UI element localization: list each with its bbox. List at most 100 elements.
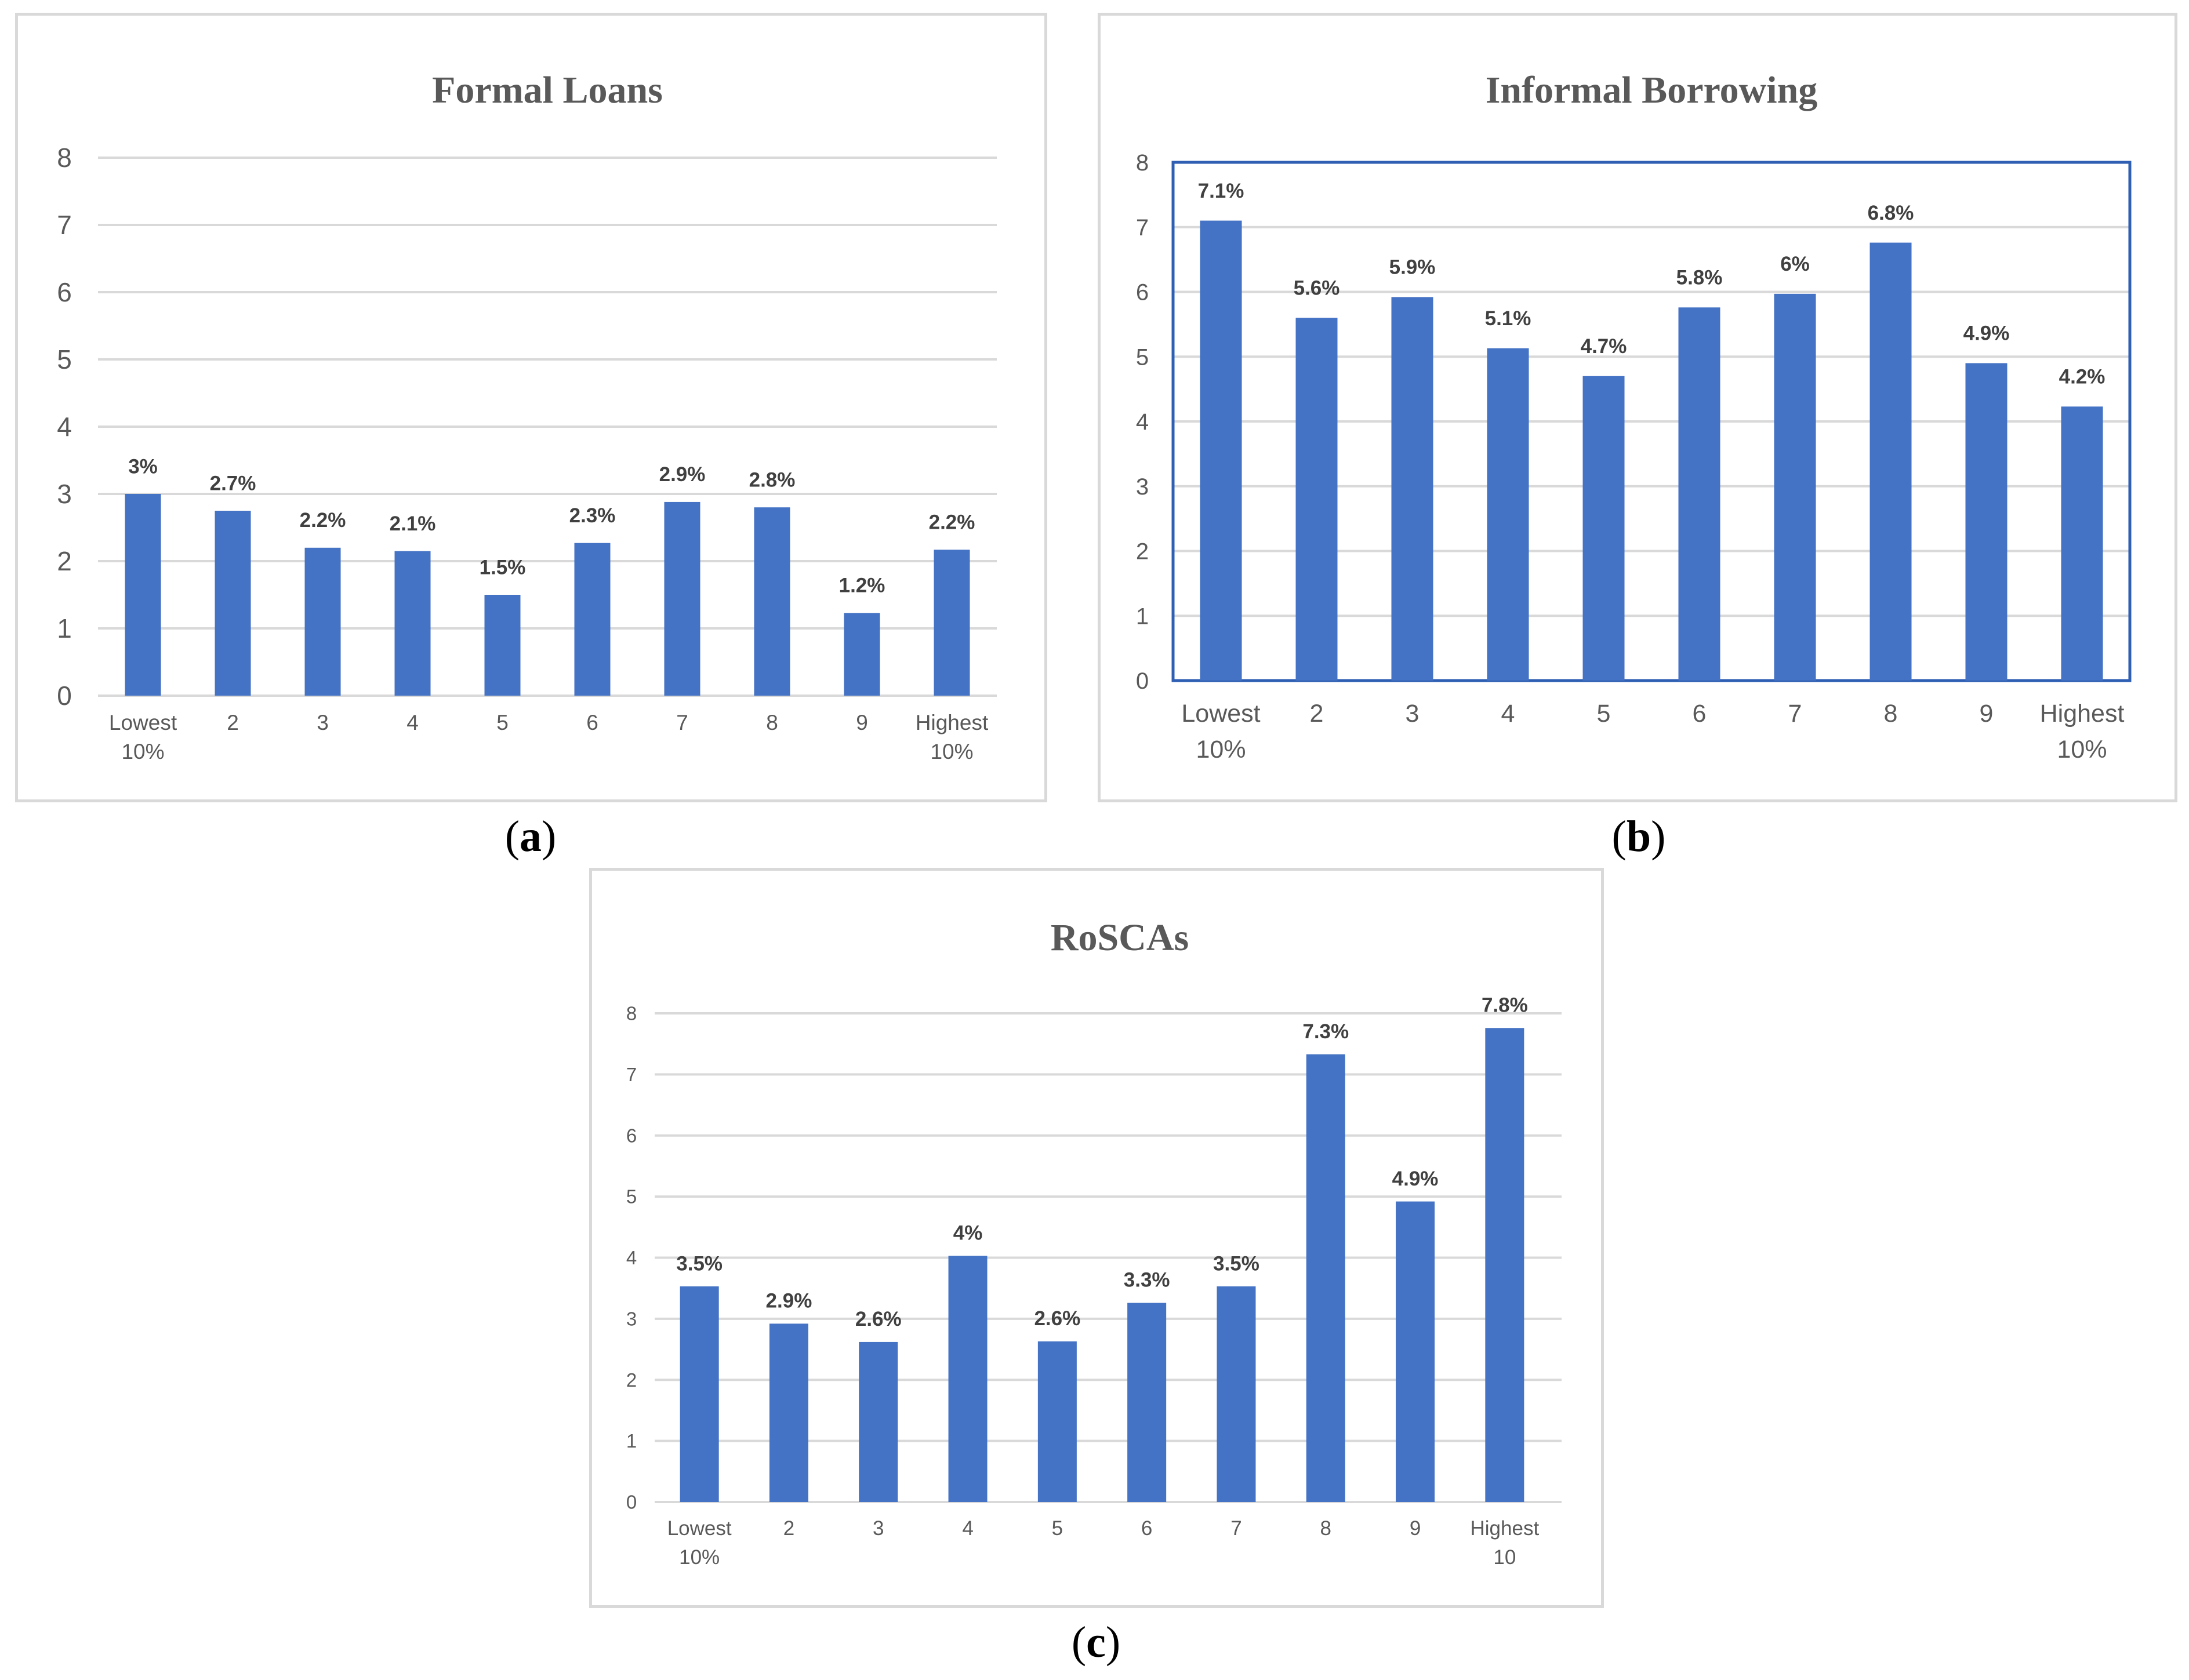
x-tick-label: 3 [317, 711, 329, 734]
data-label: 5.1% [1485, 307, 1531, 330]
data-label: 5.8% [1676, 267, 1723, 289]
data-label: 4% [953, 1222, 983, 1245]
y-tick-label: 6 [57, 277, 72, 307]
x-tick-label: 3 [1406, 700, 1420, 728]
data-label: 2.8% [749, 468, 796, 491]
y-tick-label: 8 [626, 1003, 637, 1024]
chart-title: RoSCAs [1051, 917, 1189, 959]
chart-title: Formal Loans [432, 69, 663, 111]
y-tick-label: 6 [626, 1125, 637, 1146]
x-tick-label: 10% [2057, 736, 2107, 763]
y-tick-label: 5 [626, 1186, 637, 1208]
bar [1869, 242, 1912, 681]
data-label: 3.5% [1213, 1252, 1259, 1275]
x-tick-label: 5 [1052, 1517, 1063, 1540]
x-tick-label: 7 [1230, 1517, 1241, 1540]
bar [1391, 297, 1433, 681]
y-tick-label: 1 [57, 613, 72, 643]
bar [1127, 1303, 1167, 1502]
data-label: 4.9% [1392, 1168, 1439, 1190]
y-tick-label: 3 [1136, 474, 1149, 500]
x-tick-label: Highest [1471, 1517, 1540, 1540]
bar [1487, 348, 1529, 681]
x-tick-label: 4 [962, 1517, 973, 1540]
bar [394, 551, 431, 696]
data-label: 3.3% [1124, 1269, 1170, 1292]
x-tick-label: 5 [496, 711, 509, 734]
caption-b: (b) [1611, 812, 1666, 861]
bar [754, 507, 790, 696]
y-tick-label: 3 [626, 1308, 637, 1329]
data-label: 1.2% [839, 574, 885, 597]
data-label: 6% [1780, 253, 1810, 275]
bar [1965, 363, 2008, 681]
x-tick-label: 10% [679, 1546, 720, 1569]
x-tick-label: 4 [1501, 700, 1515, 728]
bar [680, 1286, 719, 1502]
x-tick-label: 4 [406, 711, 419, 734]
caption-a-letter: a [520, 812, 542, 861]
bar [2061, 406, 2103, 681]
bar [1037, 1341, 1077, 1502]
y-tick-label: 7 [57, 210, 72, 240]
x-tick-label: Lowest [109, 711, 177, 734]
bar [1678, 307, 1720, 681]
x-tick-label: 6 [1693, 700, 1707, 728]
data-label: 5.9% [1389, 256, 1436, 279]
y-tick-label: 2 [626, 1369, 637, 1391]
caption-c-letter: c [1086, 1618, 1106, 1667]
x-tick-label: 7 [676, 711, 688, 734]
x-tick-label: 9 [1410, 1517, 1421, 1540]
x-tick-label: 8 [1320, 1517, 1331, 1540]
x-tick-label: 2 [783, 1517, 794, 1540]
bar [1396, 1201, 1435, 1502]
data-label: 2.6% [855, 1308, 902, 1330]
bar [484, 595, 521, 696]
x-tick-label: 3 [873, 1517, 884, 1540]
x-tick-label: 6 [1141, 1517, 1152, 1540]
bar [215, 511, 251, 696]
bar [1200, 220, 1242, 681]
bar [844, 613, 880, 696]
x-tick-label: Highest [916, 711, 989, 734]
bar [1582, 376, 1625, 681]
y-tick-label: 6 [1136, 280, 1149, 306]
x-tick-label: Lowest [1181, 700, 1260, 728]
bar [304, 547, 341, 696]
caption-a: (a) [504, 812, 557, 861]
bar [1306, 1054, 1345, 1502]
chart-title: Informal Borrowing [1486, 69, 1818, 111]
panel-formal-loans: Formal Loans 0 1 2 3 4 5 6 7 8 3% Lowest 10% 2.7% 2 2.2… [15, 13, 1047, 802]
x-tick-label: 8 [1884, 700, 1898, 728]
y-tick-label: 4 [626, 1247, 637, 1268]
bar [769, 1323, 808, 1502]
chart-roscas: RoSCAs 0 1 2 3 4 5 6 7 8 3.5% Lowest 10% 2.9% 2 2.6% 3 4%… [626, 917, 1562, 1569]
y-tick-label: 2 [57, 546, 72, 576]
bar [125, 494, 161, 696]
x-tick-label: Lowest [667, 1517, 732, 1540]
x-tick-label: 9 [1980, 700, 1994, 728]
data-label: 4.7% [1581, 335, 1627, 358]
data-label: 7.8% [1482, 994, 1528, 1017]
y-tick-label: 7 [626, 1064, 637, 1085]
bar [859, 1341, 898, 1502]
y-tick-label: 3 [57, 479, 72, 509]
y-tick-label: 5 [1136, 344, 1149, 370]
y-tick-label: 2 [1136, 539, 1149, 565]
data-label: 3.5% [676, 1252, 723, 1275]
y-tick-label: 8 [57, 143, 72, 173]
data-label: 1.5% [480, 556, 526, 579]
x-tick-label: Highest [2040, 700, 2125, 728]
data-label: 5.6% [1294, 277, 1340, 299]
y-tick-label: 1 [1136, 603, 1149, 629]
y-tick-label: 1 [626, 1430, 637, 1452]
x-tick-label: 8 [766, 711, 778, 734]
bar [1774, 293, 1816, 681]
data-label: 2.6% [1034, 1307, 1080, 1330]
bar [948, 1256, 988, 1502]
data-label: 2.9% [766, 1290, 812, 1312]
data-label: 2.3% [569, 504, 616, 527]
data-label: 6.8% [1868, 202, 1914, 224]
x-tick-label: 2 [1310, 700, 1324, 728]
x-tick-label: 5 [1597, 700, 1611, 728]
